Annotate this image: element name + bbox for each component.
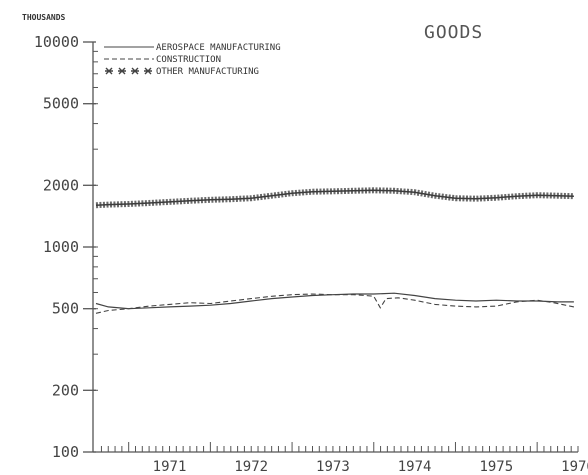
- chart-title: GOODS: [424, 22, 483, 43]
- legend-label: CONSTRUCTION: [156, 55, 221, 65]
- legend: AEROSPACE MANUFACTURING CONSTRUCTION OTHER…: [104, 43, 281, 77]
- legend-label: OTHER MANUFACTURING: [156, 67, 259, 77]
- x-tick-label: 1972: [234, 459, 268, 475]
- x-tick-label: 1975: [479, 459, 513, 475]
- x-tick-label: 1973: [316, 459, 350, 475]
- series-construction-line: [95, 293, 575, 314]
- legend-marker-other-manufacturing: [144, 67, 152, 75]
- y-tick-label: 1000: [43, 238, 79, 256]
- series-aerospace-line: [95, 292, 574, 310]
- legend-label: AEROSPACE MANUFACTURING: [156, 43, 281, 53]
- y-unit-label: THOUSANDS: [22, 13, 66, 22]
- y-tick-label: 10000: [34, 33, 79, 51]
- x-tick-label: 1976: [561, 459, 588, 475]
- y-tick-label: 5000: [43, 95, 79, 113]
- series-layer: [95, 187, 575, 314]
- legend-marker-other-manufacturing: [105, 67, 113, 75]
- x-tick-label: 1971: [153, 459, 187, 475]
- y-tick-label: 200: [52, 381, 79, 399]
- legend-marker-other-manufacturing: [118, 67, 126, 75]
- series-other-manufacturing-core: [95, 189, 574, 206]
- y-tick-label: 2000: [43, 176, 79, 194]
- y-tick-label: 500: [52, 300, 79, 318]
- axes: 100 200 500 1000 2000 5000 10000 1971 1972 1973 19…: [34, 33, 588, 475]
- legend-marker-other-manufacturing: [131, 67, 139, 75]
- x-tick-label: 1974: [398, 459, 432, 475]
- y-tick-label: 100: [52, 443, 79, 461]
